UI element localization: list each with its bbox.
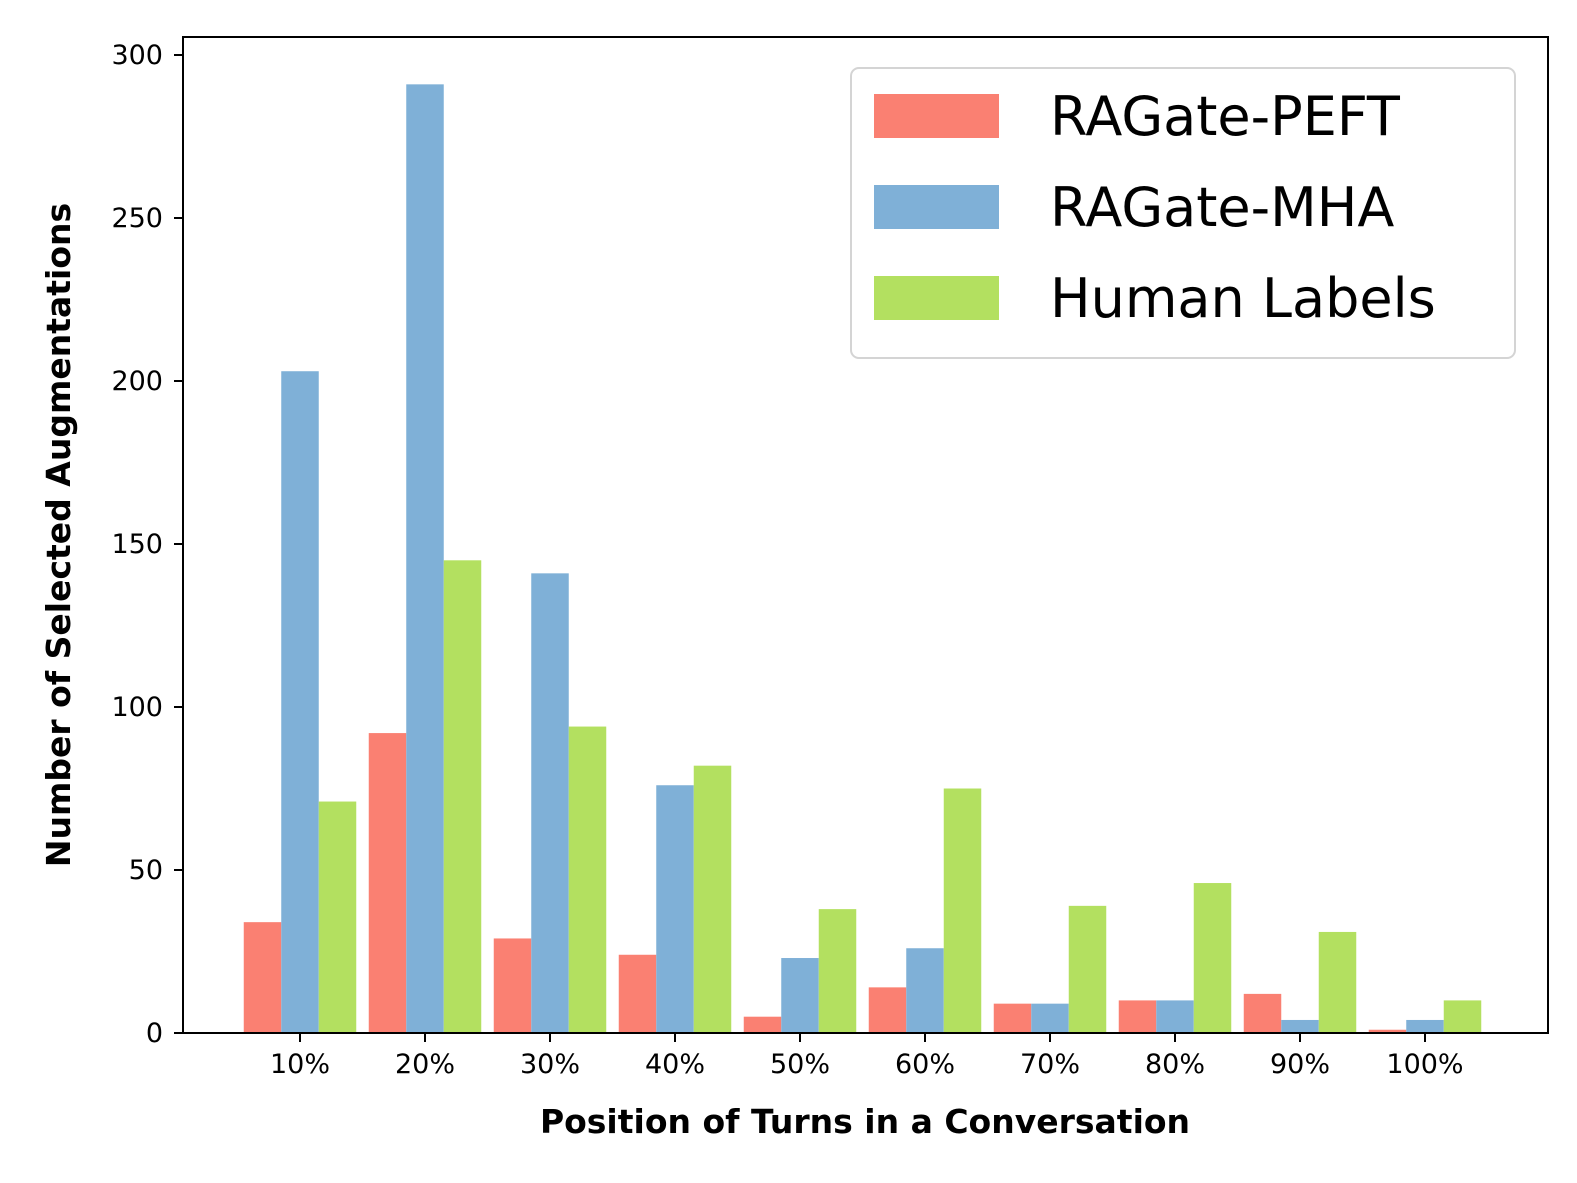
y-axis-title: Number of Selected Augmentations (39, 203, 78, 867)
x-tick-label: 90% (1270, 1049, 1330, 1080)
bar-human-labels-70pct (1068, 905, 1107, 1033)
x-tick-label: 70% (1020, 1049, 1080, 1080)
bar-human-labels-30pct (568, 726, 607, 1033)
bar-ragate-mha-10pct (281, 371, 319, 1034)
y-tick-label: 200 (111, 366, 163, 397)
x-tick-label: 60% (895, 1049, 955, 1080)
y-tick-label: 100 (111, 692, 163, 723)
legend: RAGate-PEFT RAGate-MHA Human Labels (850, 67, 1516, 359)
bar-ragate-mha-20pct (406, 84, 444, 1034)
bar-human-labels-40pct (693, 765, 732, 1033)
x-axis-title: Position of Turns in a Conversation (540, 1102, 1190, 1141)
bar-ragate-peft-100pct (1368, 1029, 1407, 1033)
y-axis: 0 50 100 150 200 250 300 (111, 40, 183, 1049)
bar-ragate-peft-80pct (1118, 1000, 1157, 1033)
bar-human-labels-10pct (318, 801, 357, 1033)
bar-ragate-mha-60pct (906, 948, 944, 1033)
bar-ragate-peft-10pct (243, 922, 282, 1033)
x-tick-label: 80% (1145, 1049, 1205, 1080)
legend-swatch-human-labels (874, 276, 999, 320)
legend-label-ragate-peft: RAGate-PEFT (1050, 85, 1401, 148)
bar-human-labels-90pct (1318, 931, 1357, 1033)
plot-frame (182, 36, 1549, 1034)
legend-label-human-labels: Human Labels (1050, 267, 1436, 330)
x-tick-label: 100% (1386, 1049, 1463, 1080)
bar-human-labels-100pct (1443, 1000, 1482, 1033)
bar-ragate-mha-50pct (781, 958, 819, 1033)
x-tick-label: 50% (770, 1049, 830, 1080)
bar-ragate-peft-40pct (618, 954, 657, 1033)
bar-human-labels-20pct (443, 560, 482, 1033)
bar-ragate-mha-90pct (1281, 1019, 1319, 1033)
bar-human-labels-50pct (818, 909, 857, 1033)
bar-ragate-mha-100pct (1406, 1019, 1444, 1033)
bar-ragate-mha-30pct (531, 573, 569, 1033)
legend-swatch-ragate-peft (874, 94, 999, 138)
bar-ragate-peft-20pct (368, 733, 407, 1033)
legend-swatch-ragate-mha (874, 185, 999, 229)
bar-ragate-peft-70pct (993, 1003, 1032, 1033)
bar-ragate-peft-90pct (1243, 993, 1282, 1033)
bar-ragate-mha-40pct (656, 785, 694, 1033)
bar-ragate-peft-60pct (868, 987, 907, 1033)
y-tick-label: 150 (111, 529, 163, 560)
legend-frame (850, 67, 1516, 359)
y-tick-label: 0 (146, 1018, 163, 1049)
bars-group (243, 84, 1482, 1034)
x-tick-label: 40% (645, 1049, 705, 1080)
bar-ragate-mha-70pct (1031, 1003, 1069, 1033)
bar-ragate-peft-30pct (493, 938, 532, 1033)
y-tick-label: 300 (111, 40, 163, 71)
x-tick-label: 10% (270, 1049, 330, 1080)
legend-label-ragate-mha: RAGate-MHA (1050, 176, 1394, 239)
y-tick-label: 50 (129, 855, 163, 886)
bar-human-labels-60pct (943, 788, 982, 1033)
bar-human-labels-80pct (1193, 883, 1232, 1033)
bar-ragate-peft-50pct (743, 1016, 782, 1033)
x-tick-label: 30% (520, 1049, 580, 1080)
y-tick-label: 250 (111, 203, 163, 234)
bar-ragate-mha-80pct (1156, 1000, 1194, 1033)
x-axis: 10% 20% 30% 40% 50% 60% 70% 80% 90% 100% (270, 1033, 1464, 1080)
x-tick-label: 20% (395, 1049, 455, 1080)
